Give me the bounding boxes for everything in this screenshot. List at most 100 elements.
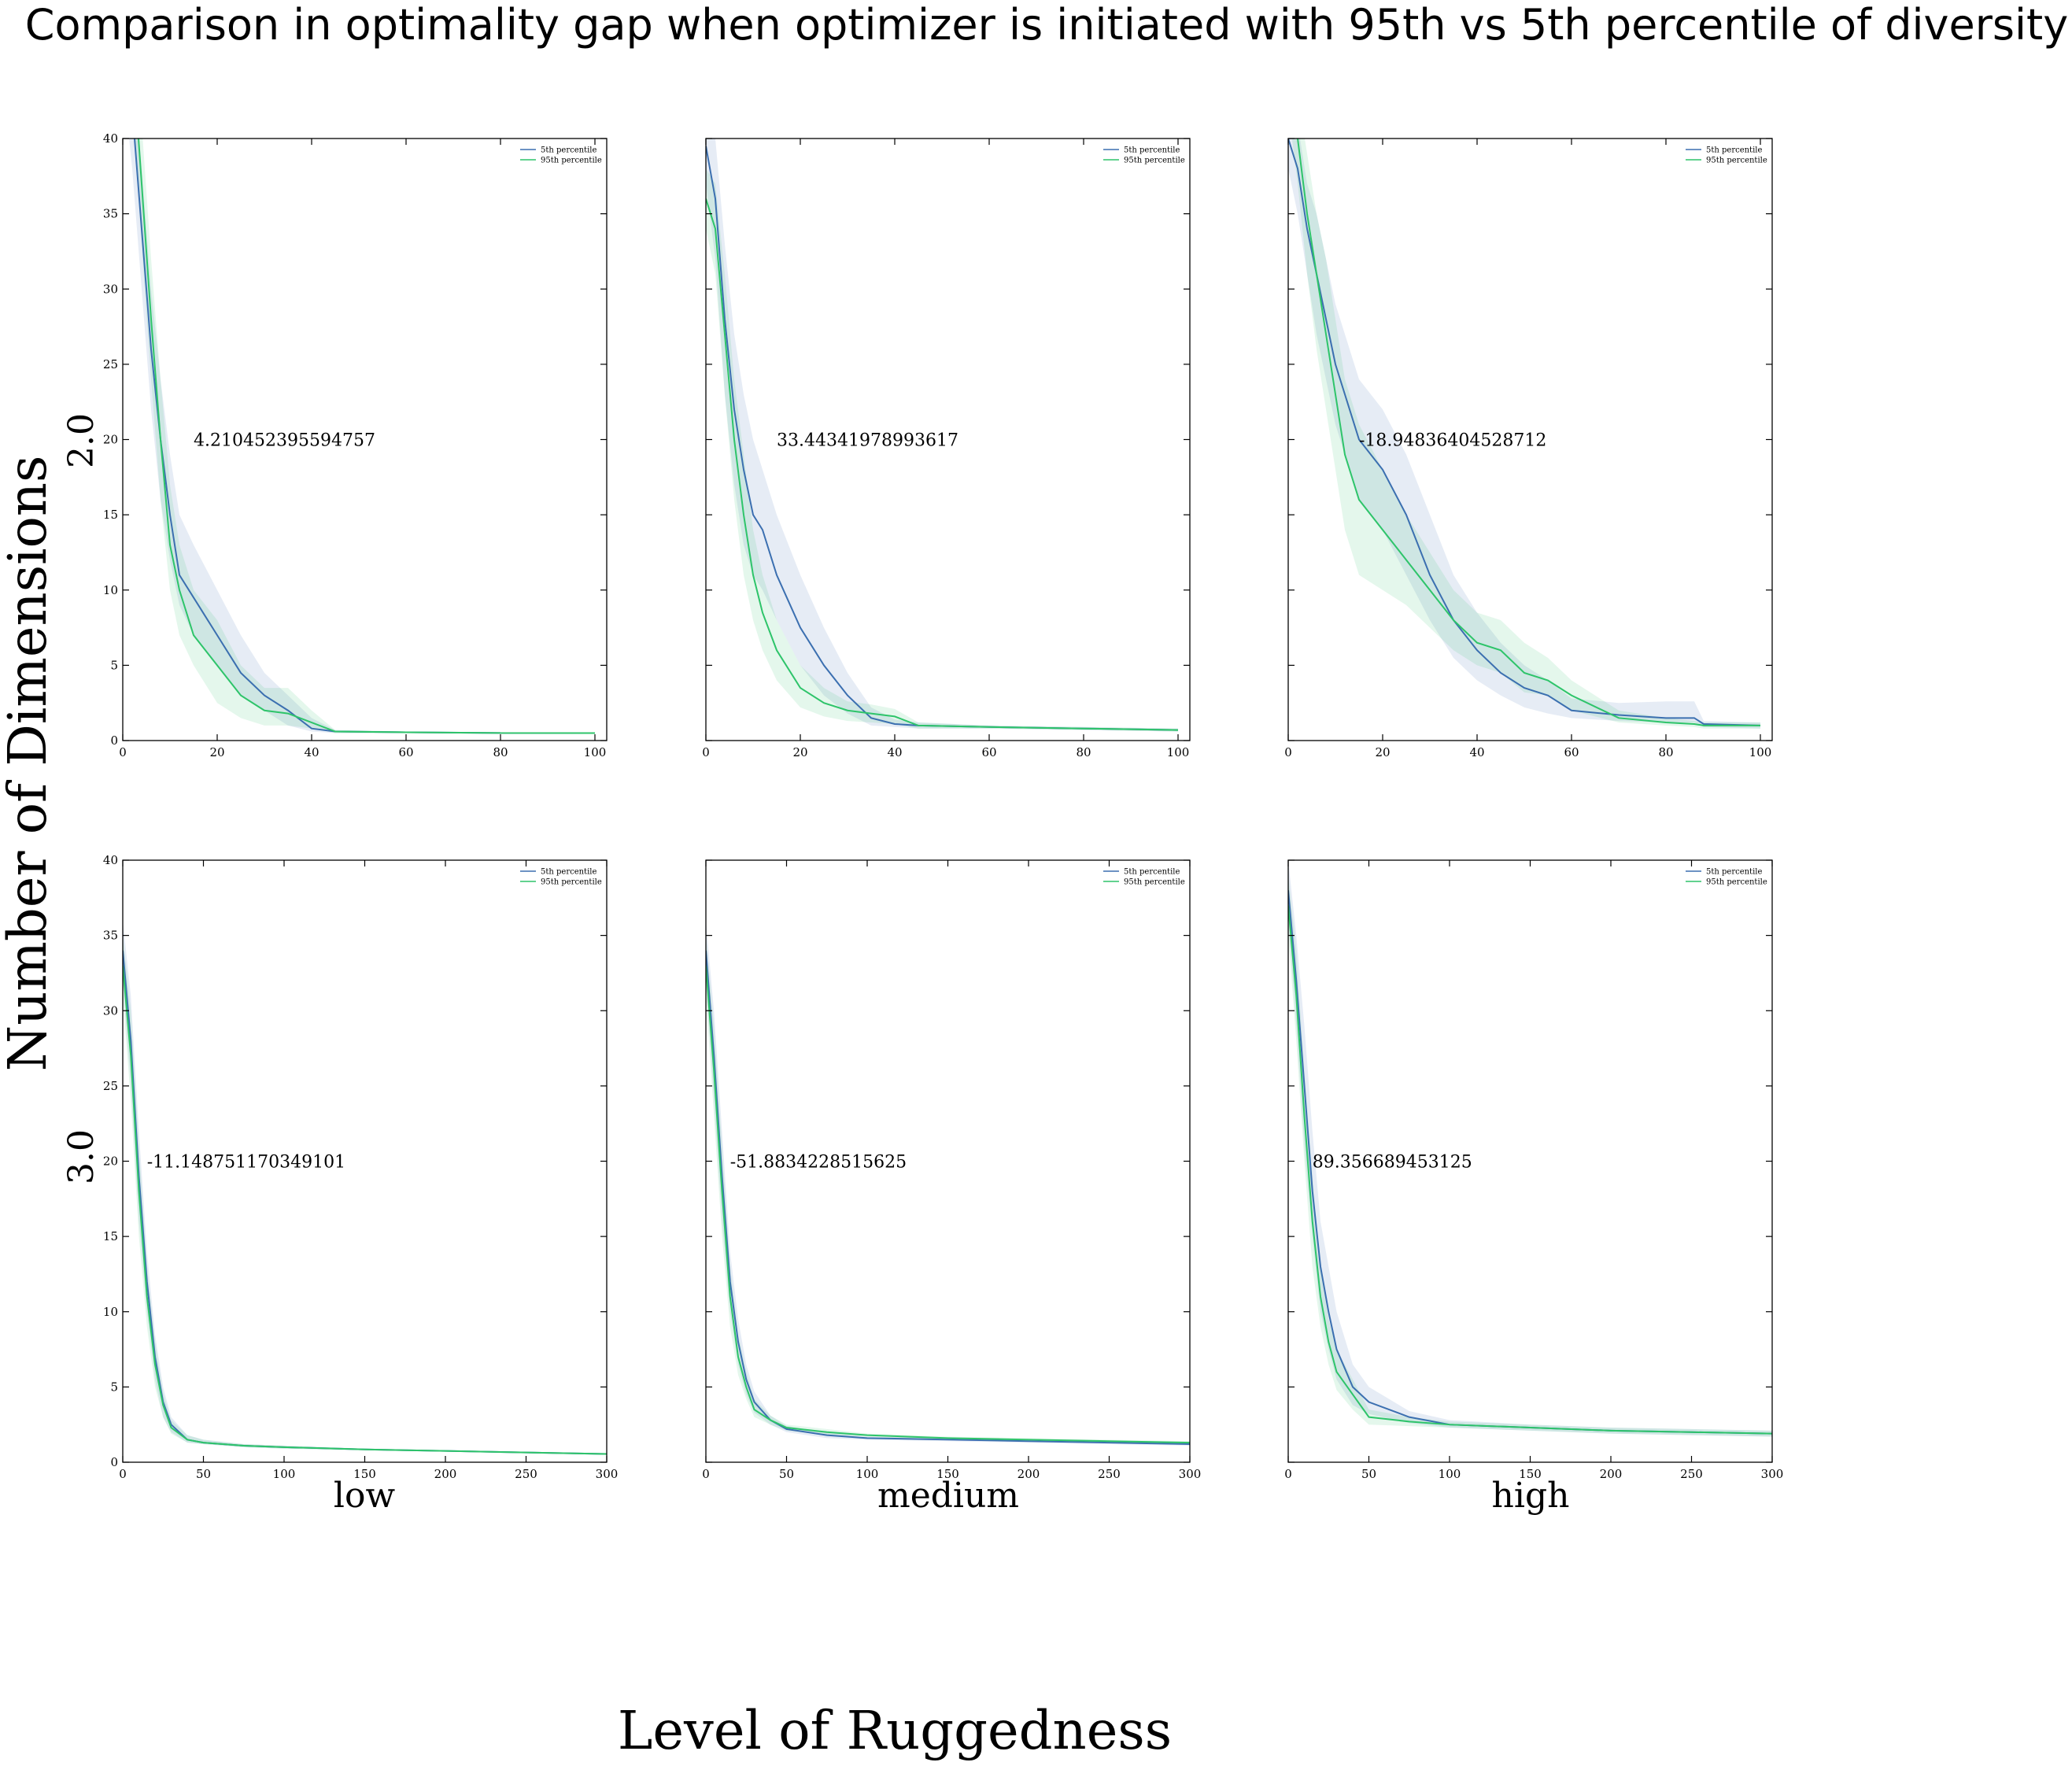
y-tick-label: 40	[103, 853, 118, 867]
x-tick-label: 80	[1076, 745, 1091, 759]
x-tick-label: 20	[209, 745, 224, 759]
legend-label: 95th percentile	[1706, 157, 1767, 165]
plot-area	[123, 920, 607, 1455]
y-tick-label: 25	[103, 357, 118, 371]
y-tick-label: 35	[103, 207, 118, 221]
y-tick-label: 0	[110, 1455, 118, 1469]
line	[706, 198, 1179, 731]
x-tick-label: 50	[779, 1467, 794, 1481]
x-tick-label: 200	[1018, 1467, 1040, 1481]
x-tick-label: 250	[1098, 1467, 1121, 1481]
x-tick-label: 0	[1284, 745, 1292, 759]
x-tick-label: 20	[792, 745, 807, 759]
y-tick-label: 20	[103, 433, 118, 447]
x-tick-label: 0	[1284, 1467, 1292, 1481]
line	[1288, 905, 1772, 1435]
confidence-band	[134, 139, 595, 734]
x-tick-label: 100	[584, 745, 607, 759]
line	[123, 950, 607, 1455]
legend-label: 95th percentile	[1124, 878, 1185, 887]
row-label: 2.0	[61, 413, 102, 468]
x-tick-label: 300	[1761, 1467, 1784, 1481]
confidence-band	[1288, 139, 1760, 729]
x-tick-label: 0	[119, 1467, 127, 1481]
y-tick-label: 5	[110, 658, 118, 672]
y-tick-label: 20	[103, 1155, 118, 1169]
legend-label: 95th percentile	[541, 878, 602, 887]
confidence-band	[1288, 875, 1772, 1437]
subplot: 0 50 100 150 200 250 300 -51.8834228515625 5th p…	[702, 859, 1202, 1481]
annotation: -18.94836404528712	[1359, 431, 1546, 451]
plot-area	[129, 139, 595, 734]
confidence-band	[123, 920, 607, 1455]
legend-label: 5th percentile	[541, 868, 596, 877]
x-tick-label: 60	[981, 745, 996, 759]
y-tick-label: 5	[110, 1380, 118, 1394]
confidence-band	[1291, 139, 1760, 729]
x-tick-label: 80	[493, 745, 508, 759]
subplot: 0 20 40 60 80 100 0 5 10 15 20 25 30 35 40 4.2104523955…	[103, 131, 608, 759]
x-tick-label: 200	[1600, 1467, 1623, 1481]
x-tick-label: 100	[273, 1467, 296, 1481]
x-tick-label: 60	[398, 745, 413, 759]
annotation: 89.356689453125	[1313, 1153, 1472, 1173]
column-label: high	[1492, 1476, 1570, 1516]
x-tick-label: 300	[596, 1467, 619, 1481]
x-tick-label: 50	[1361, 1467, 1376, 1481]
y-tick-label: 25	[103, 1079, 118, 1093]
line	[706, 950, 1190, 1446]
x-tick-label: 50	[196, 1467, 211, 1481]
y-tick-label: 15	[103, 1229, 118, 1243]
legend-label: 95th percentile	[1706, 878, 1767, 887]
subplot: 0 50 100 150 200 250 300 89.356689453125 5th per…	[1284, 859, 1784, 1481]
subplot: 0 20 40 60 80 100 33.44341978993617 5th percent…	[702, 138, 1191, 759]
line	[123, 965, 607, 1455]
y-tick-label: 15	[103, 508, 118, 522]
x-tick-label: 80	[1658, 745, 1673, 759]
confidence-band	[706, 935, 1190, 1445]
legend-label: 95th percentile	[541, 157, 602, 165]
x-tick-label: 0	[702, 745, 710, 759]
x-tick-label: 250	[515, 1467, 537, 1481]
x-tick-label: 40	[1469, 745, 1484, 759]
x-tick-label: 300	[1179, 1467, 1202, 1481]
x-tick-label: 0	[119, 745, 127, 759]
subplot: 0 20 40 60 80 100 -18.94836404528712 5th percen…	[1284, 138, 1773, 759]
row-label: 3.0	[61, 1129, 102, 1184]
x-tick-label: 40	[304, 745, 319, 759]
y-tick-label: 0	[110, 733, 118, 748]
figure-title: Comparison in optimality gap when optimi…	[25, 0, 2068, 50]
legend-label: 5th percentile	[1124, 868, 1180, 877]
legend-label: 5th percentile	[541, 146, 596, 155]
y-tick-label: 35	[103, 929, 118, 943]
x-tick-label: 60	[1564, 745, 1579, 759]
x-tick-label: 20	[1375, 745, 1390, 759]
legend-label: 95th percentile	[1124, 157, 1185, 165]
x-tick-label: 100	[856, 1467, 879, 1481]
x-tick-label: 100	[1749, 745, 1772, 759]
y-tick-label: 30	[103, 1003, 118, 1018]
x-tick-label: 150	[353, 1467, 376, 1481]
confidence-band	[706, 920, 1190, 1446]
x-tick-label: 100	[1439, 1467, 1461, 1481]
annotation: -11.148751170349101	[147, 1153, 345, 1173]
annotation: -51.8834228515625	[730, 1153, 907, 1173]
line	[1288, 139, 1761, 726]
x-tick-label: 150	[936, 1467, 959, 1481]
column-label: medium	[877, 1476, 1019, 1516]
column-label: low	[334, 1476, 396, 1516]
confidence-band	[123, 935, 607, 1455]
subplot: 0 50 100 150 200 250 300 0 5 10 15 20 25 30 35 40 -11.14…	[103, 853, 618, 1481]
annotation: 4.210452395594757	[194, 431, 375, 451]
x-tick-label: 100	[1167, 745, 1190, 759]
y-tick-label: 30	[103, 282, 118, 296]
line	[1296, 139, 1760, 726]
plot-area	[1288, 139, 1761, 729]
x-tick-label: 200	[434, 1467, 457, 1481]
line	[137, 139, 595, 734]
line	[706, 965, 1190, 1444]
x-tick-label: 250	[1680, 1467, 1703, 1481]
annotation: 33.44341978993617	[777, 431, 958, 451]
legend-label: 5th percentile	[1706, 868, 1762, 877]
